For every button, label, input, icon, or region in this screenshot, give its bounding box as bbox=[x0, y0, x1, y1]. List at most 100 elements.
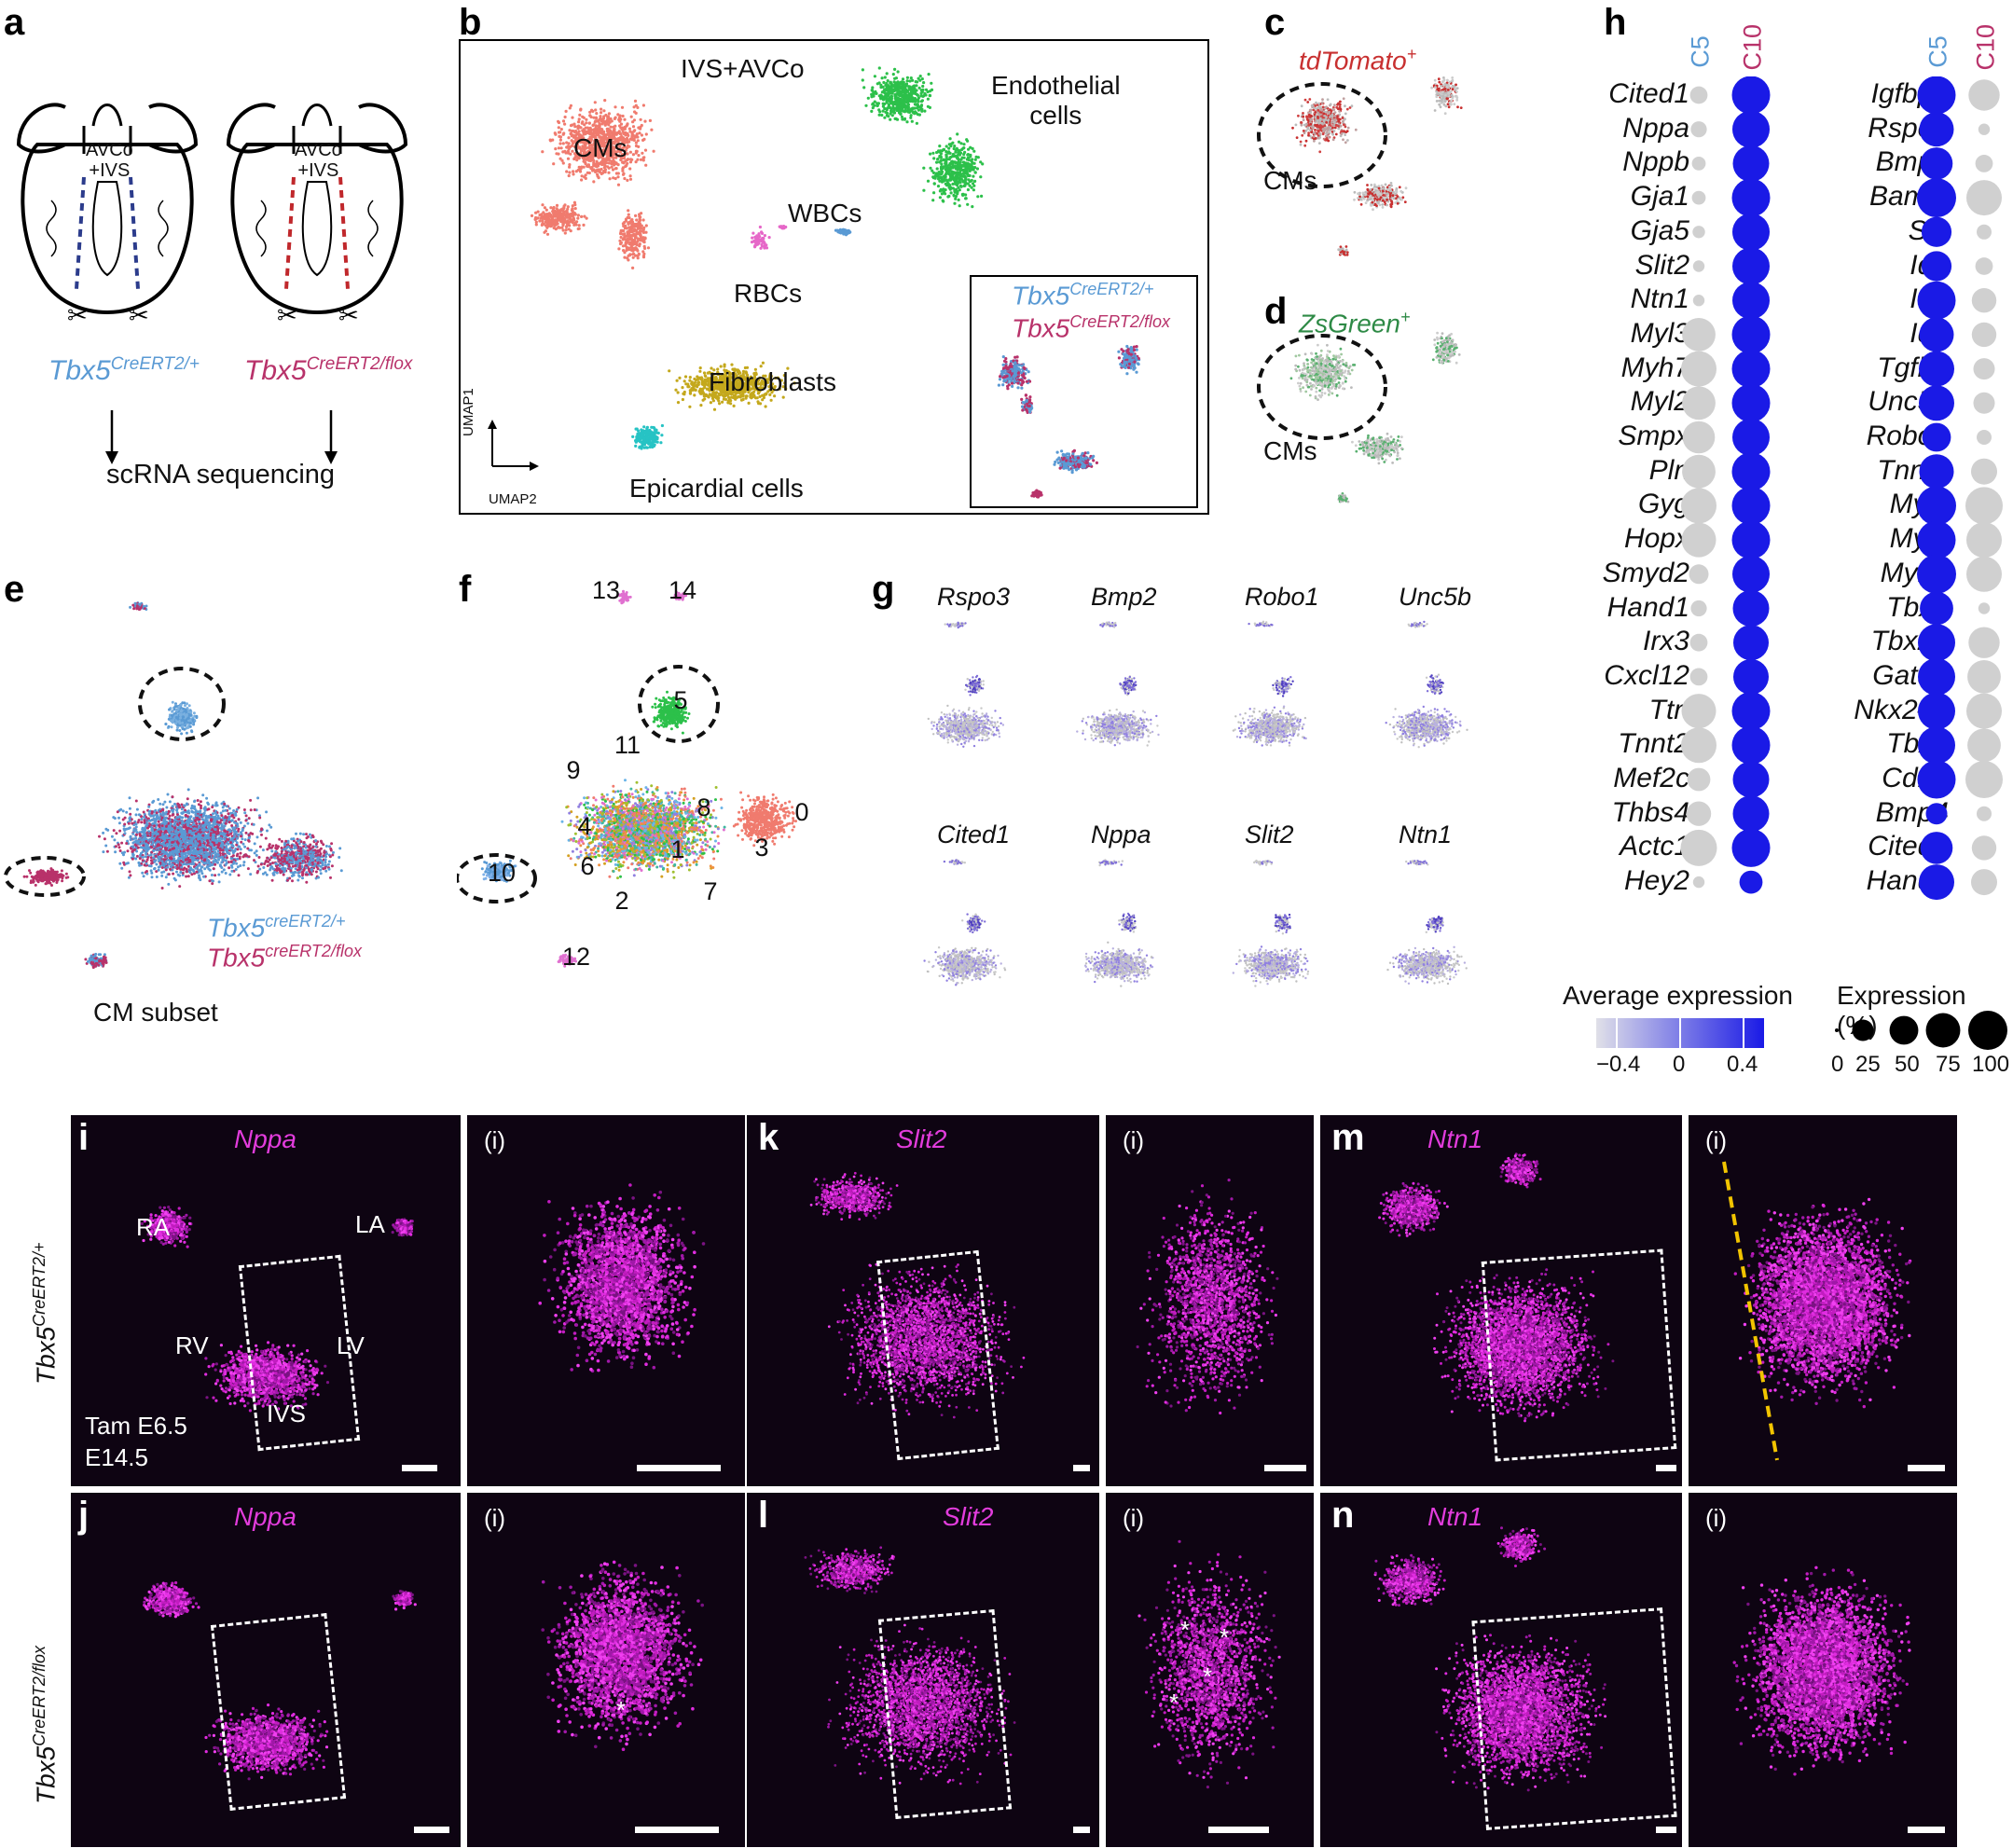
dot-point bbox=[1977, 806, 1992, 821]
genotype-wt-label: Tbx5CreERT2/+ bbox=[48, 354, 200, 387]
asterisk-l3: * bbox=[1203, 1662, 1212, 1691]
cluster-id-label: 2 bbox=[614, 887, 628, 915]
dot-gene-label: Hopx bbox=[1550, 523, 1689, 555]
panel-b-letter: b bbox=[459, 2, 481, 44]
micro-j: j Nppa bbox=[70, 1492, 462, 1848]
inset-mut-label: Tbx5CreERT2/flox bbox=[1012, 312, 1170, 343]
e-legend-wt-sup: creERT2/+ bbox=[265, 912, 345, 931]
dot-point bbox=[1977, 430, 1992, 445]
e-legend-mut-base: Tbx5 bbox=[207, 943, 265, 972]
panel-j-gene: Nppa bbox=[234, 1502, 296, 1532]
dot-point bbox=[1731, 76, 1771, 115]
svg-text:✂: ✂ bbox=[338, 302, 359, 330]
dot-gene-label: Hand1 bbox=[1550, 592, 1689, 624]
dot-gene-label: Slit2 bbox=[1550, 250, 1689, 282]
dot-point bbox=[1918, 624, 1955, 662]
micro-j-zoom: (i) * bbox=[466, 1492, 746, 1848]
dot-point bbox=[1971, 458, 1997, 485]
dot-point bbox=[1732, 761, 1770, 798]
panel-l-gene: Slit2 bbox=[943, 1502, 993, 1532]
dot-point bbox=[1920, 591, 1953, 626]
dot-gene-label: Gyg bbox=[1550, 489, 1689, 520]
dot-point bbox=[1686, 801, 1712, 826]
label-lv: LV bbox=[337, 1331, 365, 1360]
tdtomato-base: tdTomato bbox=[1299, 46, 1407, 75]
asterisk-l2: * bbox=[1220, 1623, 1229, 1652]
genotype-mut-sup: CreERT2/flox bbox=[307, 354, 413, 374]
pct-tick-0: 0 bbox=[1831, 1052, 1843, 1078]
dot-point bbox=[1691, 190, 1706, 205]
dot-gene-label: Myl2 bbox=[1550, 386, 1689, 418]
dot-point bbox=[1681, 488, 1717, 524]
feature-umap bbox=[927, 621, 1005, 748]
dot-point bbox=[1917, 178, 1956, 218]
dot-gene-label: Myl3 bbox=[1550, 318, 1689, 350]
dot-point bbox=[1967, 660, 2001, 694]
inset-box-j bbox=[210, 1613, 347, 1811]
pct-legend-dot bbox=[1925, 1013, 1961, 1048]
dot-point bbox=[1967, 728, 2001, 763]
feature-umap bbox=[1232, 859, 1310, 987]
dot-point bbox=[1917, 760, 1956, 799]
cluster-id-label: 1 bbox=[670, 835, 684, 863]
inset-box-l bbox=[877, 1608, 1013, 1820]
cluster-wbcs-label: WBCs bbox=[788, 199, 862, 228]
inset-label-n: (i) bbox=[1705, 1504, 1727, 1533]
inset-label-k: (i) bbox=[1123, 1126, 1144, 1155]
svg-text:✂: ✂ bbox=[277, 302, 297, 330]
dot-point bbox=[1731, 383, 1771, 422]
inset-mut-sup: CreERT2/flox bbox=[1069, 312, 1170, 331]
dot-point bbox=[1918, 657, 1955, 696]
umap-b-frame bbox=[459, 39, 1209, 515]
dot-point bbox=[1689, 86, 1708, 104]
dot-col-header: C10 bbox=[1739, 24, 1768, 71]
dot-point bbox=[1689, 564, 1709, 585]
row-wt-base: Tbx5 bbox=[31, 1327, 60, 1385]
panel-j-letter: j bbox=[78, 1495, 89, 1537]
umap-axes-icon bbox=[488, 420, 539, 471]
scale-bar-nz bbox=[1908, 1827, 1945, 1833]
dot-point bbox=[1691, 157, 1706, 171]
dot-gene-label: Cited1 bbox=[1550, 78, 1689, 110]
feature-gene-label: Nppa bbox=[1091, 821, 1151, 849]
ivs-text: +IVS bbox=[86, 160, 133, 181]
dot-gene-label: Ntn1 bbox=[1550, 283, 1689, 315]
dot-gene-label: Nppb bbox=[1550, 146, 1689, 178]
dot-point bbox=[1689, 668, 1708, 686]
dot-point bbox=[1920, 832, 1953, 864]
dot-gene-label: Nppa bbox=[1550, 113, 1689, 145]
dot-point bbox=[1975, 155, 1993, 172]
genotype-mut-label: Tbx5CreERT2/flox bbox=[244, 354, 412, 387]
tam-label: Tam E6.5 bbox=[85, 1412, 187, 1441]
dot-point bbox=[1681, 351, 1717, 387]
inset-label-i: (i) bbox=[484, 1126, 505, 1155]
asterisk-l4: * bbox=[1169, 1689, 1179, 1717]
dot-gene-label: Thbs4 bbox=[1550, 797, 1689, 829]
scale-bar-k bbox=[1073, 1465, 1090, 1471]
dot-point bbox=[1966, 522, 2002, 559]
scale-bar-mz bbox=[1908, 1465, 1945, 1471]
inset-label-j: (i) bbox=[484, 1504, 505, 1533]
genotype-mut-base: Tbx5 bbox=[244, 355, 307, 386]
dot-col-header: C5 bbox=[1924, 34, 1953, 71]
cluster-id-label: 12 bbox=[562, 943, 590, 971]
panel-a-letter: a bbox=[4, 2, 24, 44]
dot-point bbox=[1922, 422, 1951, 452]
dot-gene-label: Mef2c bbox=[1550, 763, 1689, 794]
dot-gene-label: Myh7 bbox=[1550, 352, 1689, 384]
dot-point bbox=[1731, 350, 1771, 389]
arrows-down bbox=[105, 410, 338, 464]
cluster-id-label: 5 bbox=[673, 686, 687, 714]
micro-n: n Ntn1 bbox=[1319, 1492, 1683, 1848]
e-legend-wt-base: Tbx5 bbox=[207, 913, 265, 942]
dot-point bbox=[1739, 870, 1763, 894]
dot-point bbox=[1732, 110, 1770, 148]
panel-m-letter: m bbox=[1331, 1117, 1365, 1159]
endo-line2: cells bbox=[991, 101, 1121, 131]
umap-e-plot bbox=[4, 601, 343, 970]
inset-box-k bbox=[876, 1249, 1000, 1461]
micro-i-zoom: (i) bbox=[466, 1114, 746, 1487]
dot-point bbox=[1921, 216, 1952, 247]
dot-point bbox=[1919, 351, 1954, 387]
dot-point bbox=[1731, 520, 1771, 559]
